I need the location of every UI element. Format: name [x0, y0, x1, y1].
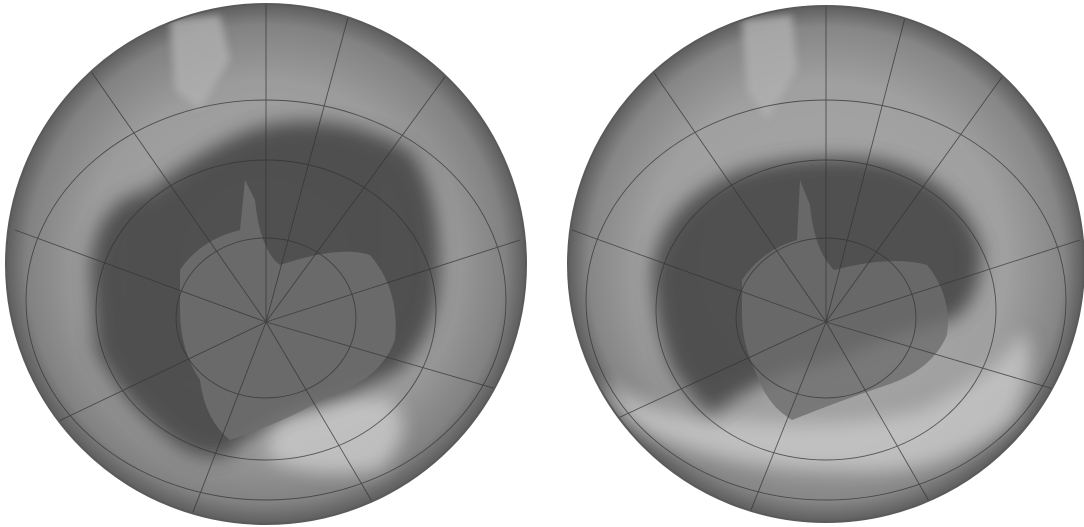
- left-light-region-bottom: [270, 396, 403, 474]
- left-globe-rim: [5, 3, 527, 525]
- right-globe-panel: [542, 0, 1084, 527]
- left-grid: [14, 4, 521, 521]
- left-globe-map: [5, 3, 527, 525]
- right-globe-rim: [567, 5, 1084, 523]
- left-land-patch-top: [170, 15, 230, 110]
- right-light-band: [602, 330, 1030, 472]
- right-land-patch-top: [742, 15, 797, 120]
- right-antarctica: [742, 180, 948, 420]
- right-globe-map: [567, 5, 1084, 523]
- left-antarctica: [180, 180, 396, 440]
- right-grid: [571, 6, 1081, 521]
- left-globe-panel: [5, 3, 527, 525]
